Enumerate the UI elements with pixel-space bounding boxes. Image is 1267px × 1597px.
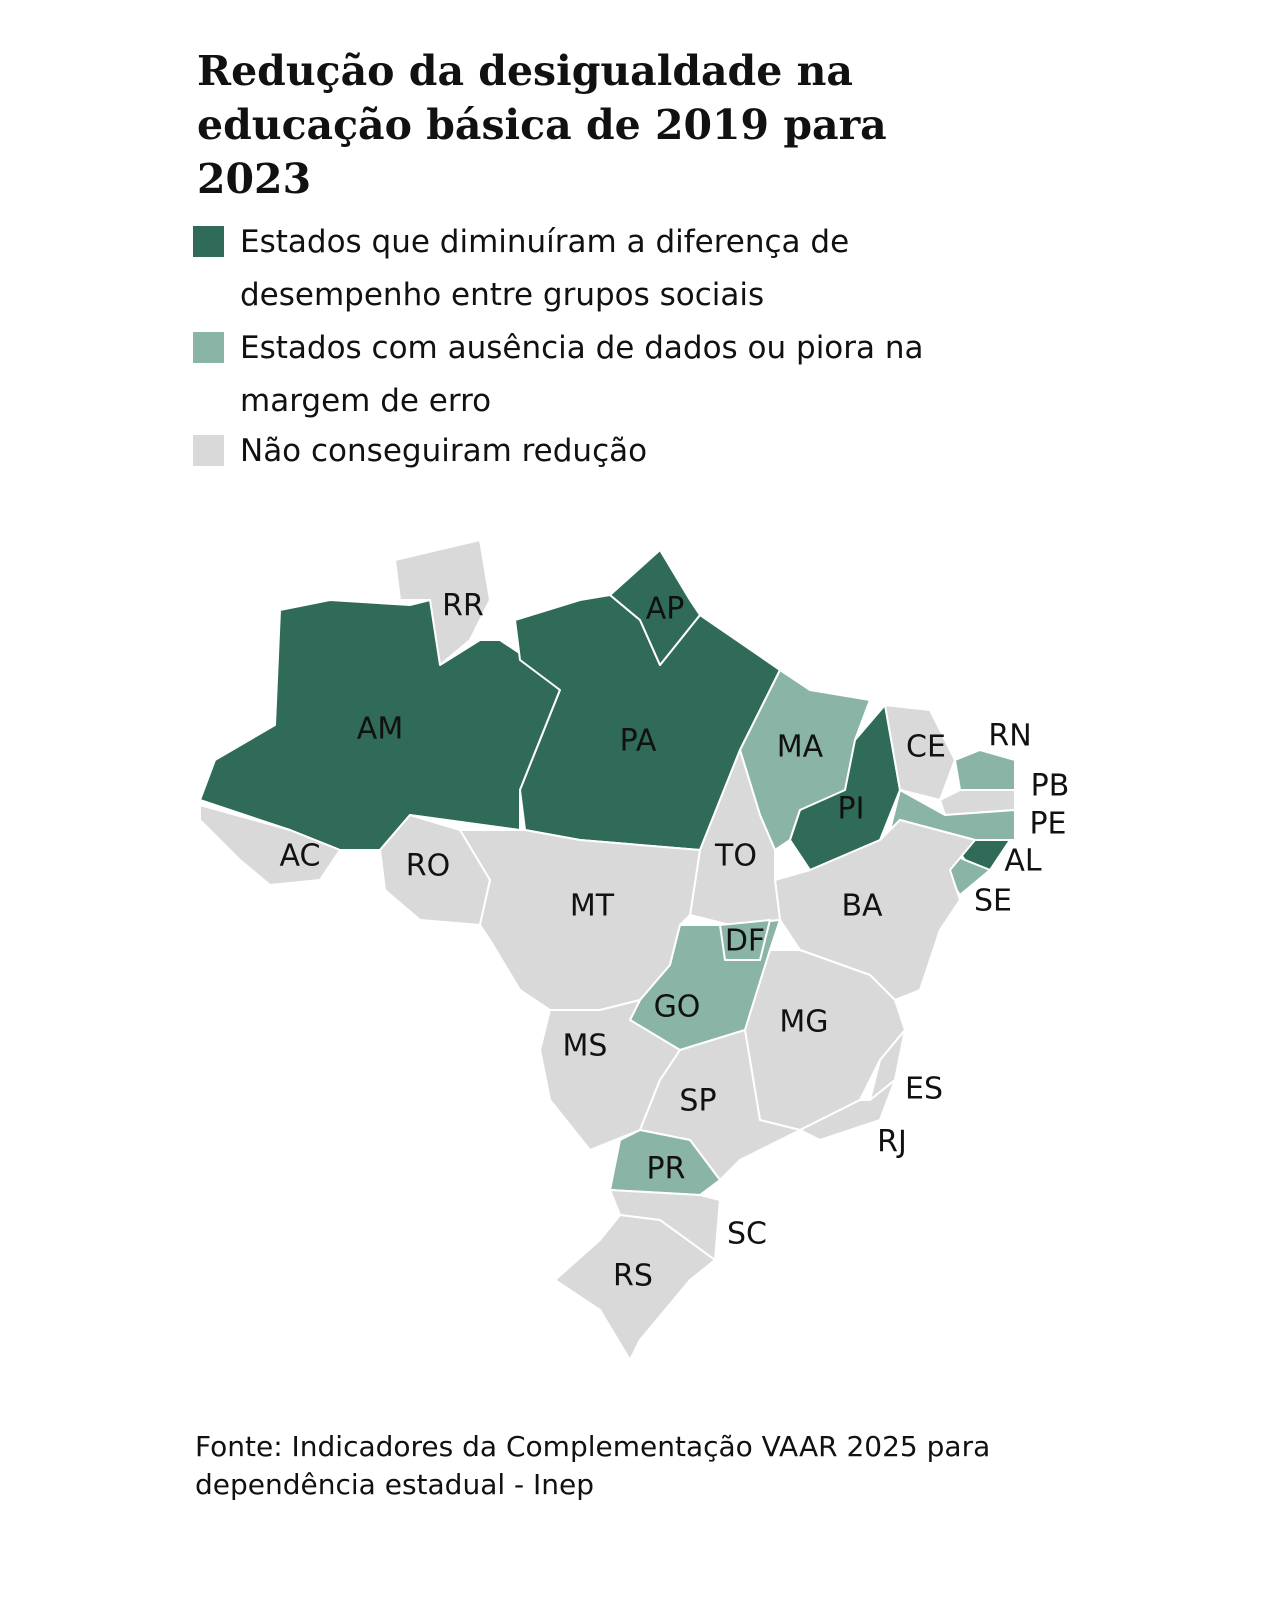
state <box>954 749 1016 791</box>
state-label: MS <box>563 1029 608 1064</box>
state-label: RS <box>613 1259 653 1294</box>
state-label: PA <box>620 724 657 759</box>
legend-item: Estados com ausência de dados ou piora n… <box>193 322 953 428</box>
state-label: MG <box>779 1005 828 1040</box>
state-label: MA <box>777 730 824 765</box>
legend-item: Estados que diminuíram a diferença de de… <box>193 216 953 322</box>
state <box>939 789 1016 816</box>
state-label: TO <box>714 839 757 874</box>
state-label: AC <box>280 839 321 874</box>
state-label: RJ <box>877 1125 907 1160</box>
legend-label: Estados que diminuíram a diferença de de… <box>240 224 850 313</box>
state-label: GO <box>654 990 701 1025</box>
state <box>609 549 701 666</box>
state <box>199 804 341 886</box>
state-label: BA <box>841 889 883 924</box>
state <box>884 704 956 801</box>
state <box>789 704 901 871</box>
legend-swatch <box>193 332 224 363</box>
state-label: ES <box>905 1072 943 1107</box>
state-label: RO <box>406 849 450 884</box>
state-label: PB <box>1031 769 1070 804</box>
state <box>639 1029 801 1181</box>
source: Fonte: Indicadores da Complementação VAA… <box>195 1430 991 1501</box>
state-label: RN <box>988 719 1031 754</box>
legend-swatch <box>193 435 224 466</box>
state-label: SE <box>974 884 1012 919</box>
state-label: SP <box>679 1084 716 1119</box>
legend-item: Não conseguiram redução <box>193 425 953 478</box>
state <box>554 1214 716 1361</box>
state-label: MT <box>570 889 615 924</box>
legend-swatch <box>193 226 224 257</box>
state-label: AP <box>646 592 685 627</box>
state-label: CE <box>906 730 946 765</box>
title: Redução da desigualdade na educação bási… <box>197 47 887 203</box>
state-label: PE <box>1029 807 1066 842</box>
state-label: PI <box>838 792 865 827</box>
state-label: RR <box>442 589 484 624</box>
state-label: AL <box>1004 844 1042 879</box>
state-label: PR <box>647 1152 686 1187</box>
state <box>719 919 771 961</box>
legend-label: Não conseguiram redução <box>240 433 648 469</box>
legend-label: Estados com ausência de dados ou piora n… <box>240 330 924 419</box>
map: RR AM AP PA MA CE RN PB PE AL SE PI TO B… <box>199 539 1070 1361</box>
state <box>689 749 781 926</box>
state-label: AM <box>357 712 403 747</box>
state-label: DF <box>725 924 765 959</box>
state-label: SC <box>727 1217 767 1252</box>
state <box>394 539 491 666</box>
